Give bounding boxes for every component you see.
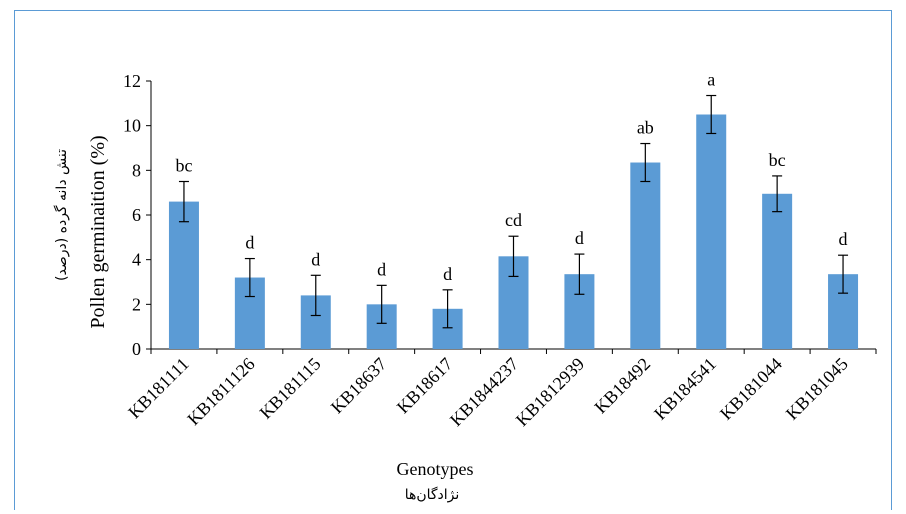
y-tick-label: 8 [132,160,141,180]
x-tick-label: KB18637 [327,354,391,418]
y-tick-label: 2 [132,294,141,314]
significance-letter: ab [637,118,654,138]
bar [168,201,199,349]
x-tick-label: KB181111 [124,354,193,423]
significance-letter: bc [769,150,786,170]
significance-letter: d [839,229,848,249]
significance-letter: d [575,228,584,248]
x-tick-label: KB181045 [782,354,852,424]
y-tick-label: 10 [123,116,141,136]
x-tick-label: KB1844237 [446,354,522,430]
x-tick-label: KB181115 [256,354,325,423]
significance-letter: bc [175,156,192,176]
bar [696,114,727,349]
significance-letter: d [311,249,320,269]
y-tick-label: 6 [132,205,141,225]
bar [630,162,661,349]
x-tick-label: KB18492 [590,354,654,418]
x-tick-label: KB1812939 [512,354,588,430]
bar [762,193,793,349]
y-tick-label: 12 [123,71,141,91]
significance-letter: d [443,264,452,284]
chart-frame [14,10,892,510]
significance-letter: d [377,259,386,279]
y-tick-label: 0 [132,339,141,359]
y-tick-label: 4 [132,250,141,270]
x-tick-label: KB1811126 [183,354,258,429]
x-tick-label: KB181044 [716,354,786,424]
x-axis-title-persian: نژادگان‌ها [405,486,460,503]
x-axis-title: Genotypes [397,459,474,479]
significance-letter: d [245,233,254,253]
x-tick-label: KB18617 [393,354,457,418]
significance-letter: cd [505,210,522,230]
y-axis-title: Pollen germinaition (%) [87,135,109,328]
y-axis-title-persian: تنش دانه گرده (درصد) [53,149,70,281]
significance-letter: a [707,70,715,90]
x-tick-label: KB184541 [650,354,720,424]
